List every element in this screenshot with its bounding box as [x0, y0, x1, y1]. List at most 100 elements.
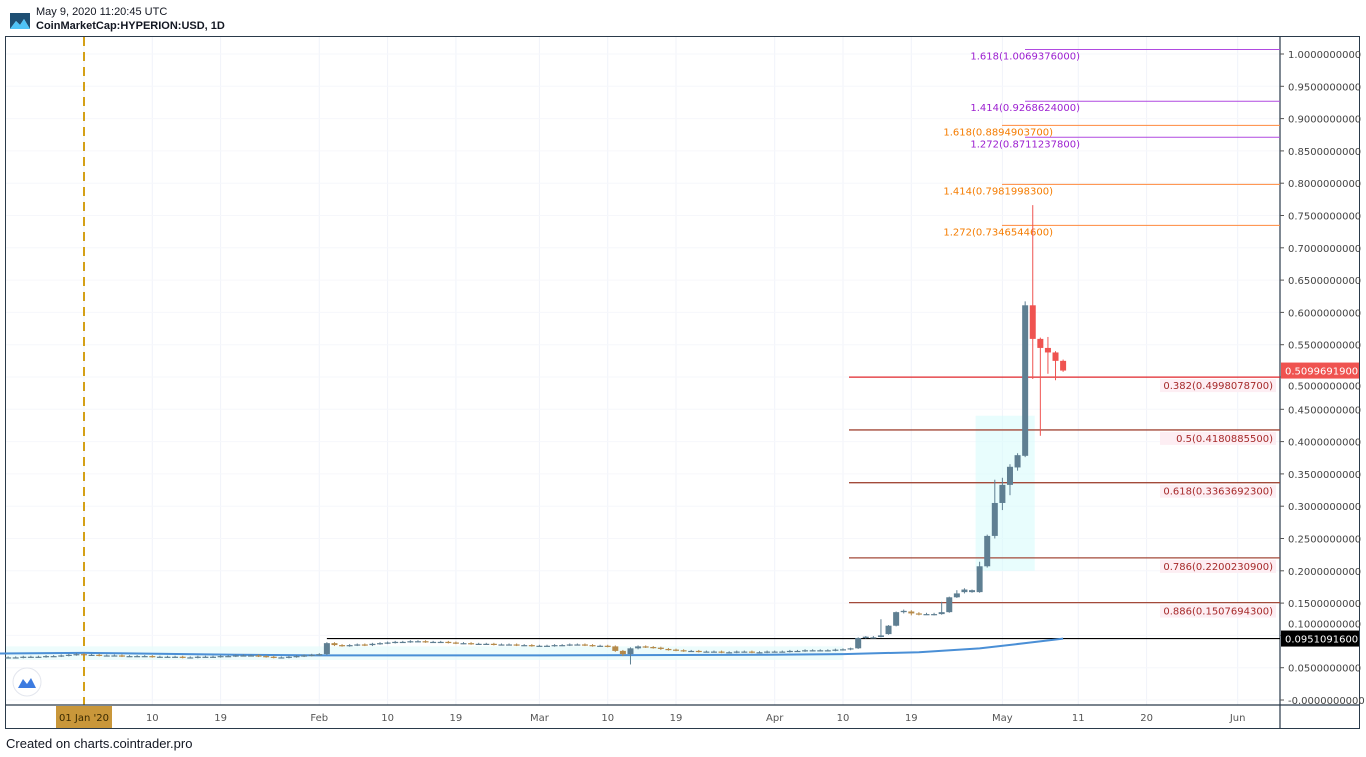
candle-body[interactable] [809, 650, 816, 652]
candle-body[interactable] [536, 645, 543, 647]
candle-body[interactable] [923, 614, 930, 616]
candle-body[interactable] [301, 655, 308, 657]
candle-body[interactable] [506, 644, 513, 646]
candle-body[interactable] [468, 643, 475, 645]
candle-body[interactable] [5, 657, 12, 659]
candle-body[interactable] [263, 656, 270, 658]
candle-body[interactable] [118, 655, 125, 657]
candle-body[interactable] [969, 590, 976, 593]
candle-body[interactable] [597, 645, 604, 647]
candle-body[interactable] [58, 655, 65, 657]
candle-body[interactable] [741, 651, 748, 653]
candle-body[interactable] [202, 656, 209, 658]
candle-body[interactable] [43, 656, 50, 658]
candle-body[interactable] [483, 643, 490, 645]
candle-body[interactable] [1029, 305, 1036, 339]
candle-body[interactable] [225, 656, 232, 658]
candle-body[interactable] [771, 651, 778, 653]
candle-body[interactable] [339, 645, 346, 647]
candle-body[interactable] [900, 610, 907, 613]
candle-body[interactable] [893, 612, 900, 626]
candle-body[interactable] [194, 656, 201, 658]
candle-body[interactable] [574, 644, 581, 646]
candle-body[interactable] [953, 593, 960, 598]
candle-body[interactable] [1022, 305, 1029, 456]
candle-body[interactable] [217, 656, 224, 658]
candle-body[interactable] [111, 655, 118, 657]
candle-body[interactable] [377, 643, 384, 645]
candle-body[interactable] [240, 655, 247, 657]
candle-body[interactable] [445, 641, 452, 644]
candle-body[interactable] [232, 655, 239, 657]
candle-body[interactable] [726, 652, 733, 654]
candle-body[interactable] [703, 651, 710, 653]
candle-body[interactable] [73, 654, 80, 656]
candle-body[interactable] [164, 656, 171, 658]
candle-body[interactable] [1044, 347, 1051, 353]
candle-body[interactable] [915, 613, 922, 615]
candle-body[interactable] [688, 650, 695, 653]
candle-body[interactable] [551, 645, 558, 647]
candle-body[interactable] [247, 655, 254, 657]
candle-body[interactable] [399, 641, 406, 644]
candle-body[interactable] [764, 651, 771, 653]
candle-body[interactable] [96, 654, 103, 656]
candle-body[interactable] [172, 656, 179, 658]
candle-body[interactable] [581, 644, 588, 646]
candle-body[interactable] [65, 654, 72, 656]
candle-body[interactable] [862, 636, 869, 638]
tradingview-logo-button[interactable] [12, 667, 42, 697]
candle-body[interactable] [1060, 360, 1067, 371]
candle-body[interactable] [270, 656, 277, 658]
candle-body[interactable] [81, 654, 87, 656]
candle-body[interactable] [369, 643, 376, 646]
candle-body[interactable] [999, 484, 1006, 503]
candle-body[interactable] [991, 502, 998, 536]
candle-body[interactable] [619, 650, 626, 655]
candle-body[interactable] [384, 642, 391, 644]
candle-body[interactable] [103, 655, 110, 657]
candle-body[interactable] [1006, 466, 1013, 485]
candle-body[interactable] [210, 656, 217, 658]
candle-body[interactable] [156, 656, 163, 658]
candle-body[interactable] [1014, 455, 1021, 468]
candle-body[interactable] [786, 650, 793, 653]
candle-body[interactable] [855, 637, 862, 649]
candle-body[interactable] [293, 656, 300, 658]
candle-body[interactable] [635, 646, 642, 649]
candle-body[interactable] [392, 641, 399, 644]
candle-body[interactable] [657, 647, 664, 649]
candle-body[interactable] [414, 641, 421, 643]
candle-body[interactable] [1037, 338, 1044, 348]
candle-body[interactable] [733, 651, 740, 653]
candle-body[interactable] [521, 645, 528, 647]
candle-body[interactable] [316, 654, 323, 656]
candle-body[interactable] [885, 625, 892, 635]
candle-body[interactable] [908, 611, 915, 614]
candle-body[interactable] [35, 656, 42, 658]
candle-body[interactable] [430, 641, 437, 644]
candle-body[interactable] [490, 643, 497, 645]
candle-body[interactable] [187, 657, 194, 659]
candle-body[interactable] [680, 650, 687, 652]
candle-body[interactable] [931, 614, 938, 616]
candle-body[interactable] [612, 646, 619, 651]
candle-body[interactable] [285, 656, 292, 658]
candle-body[interactable] [961, 589, 968, 593]
candle-body[interactable] [604, 645, 611, 647]
candle-body[interactable] [817, 650, 824, 652]
candle-body[interactable] [976, 566, 983, 593]
candle-body[interactable] [642, 646, 649, 648]
candle-body[interactable] [589, 645, 596, 647]
candle-body[interactable] [779, 651, 786, 653]
candle-body[interactable] [407, 641, 414, 643]
candle-body[interactable] [832, 649, 839, 651]
candle-body[interactable] [847, 648, 854, 650]
candle-body[interactable] [498, 644, 505, 646]
candle-body[interactable] [802, 650, 809, 652]
candle-body[interactable] [475, 643, 482, 645]
candle-body[interactable] [126, 656, 133, 658]
candle-body[interactable] [559, 645, 566, 647]
candle-body[interactable] [665, 648, 672, 651]
candle-body[interactable] [361, 644, 368, 646]
